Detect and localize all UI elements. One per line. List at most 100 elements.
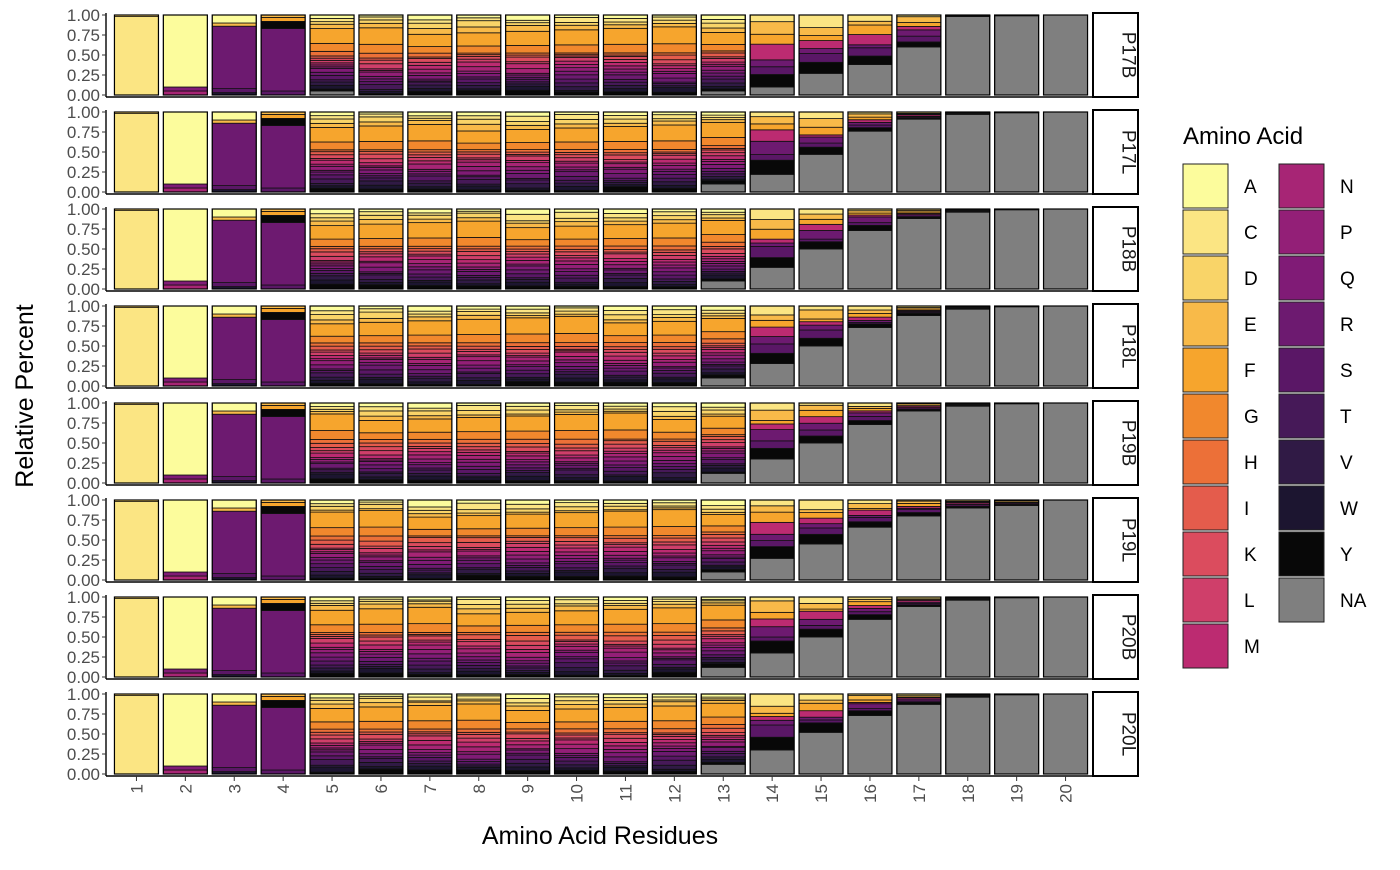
- bar-segment-f: [457, 516, 501, 529]
- legend-key: [1279, 578, 1324, 622]
- bar-segment-q: [506, 559, 550, 563]
- bar-segment-c: [359, 17, 403, 20]
- bar-segment-g: [701, 235, 745, 243]
- bar-segment-y: [506, 381, 550, 386]
- bar-segment-m: [408, 642, 452, 645]
- bar-segment-m: [457, 260, 501, 263]
- bar-segment-n: [555, 552, 599, 555]
- bar-segment-f: [408, 34, 452, 46]
- bar-segment-i: [506, 444, 550, 447]
- bar-segment-l: [555, 58, 599, 62]
- bar-segment-q: [163, 281, 207, 285]
- bar-segment-na: [995, 506, 1039, 580]
- bar-segment-na: [897, 607, 941, 677]
- bar-segment-g: [603, 430, 647, 439]
- bar-segment-e: [603, 320, 647, 323]
- bar-segment-n: [457, 649, 501, 653]
- bar-segment-h: [457, 439, 501, 443]
- bar-segment-m: [506, 453, 550, 456]
- x-tick-label: 7: [421, 784, 440, 793]
- bar-segment-m: [359, 163, 403, 166]
- bar-segment-r: [701, 651, 745, 655]
- bar-p18b-14: [750, 209, 794, 289]
- bar-segment-d: [652, 216, 696, 220]
- bar-segment-e: [799, 28, 843, 36]
- bar-segment-d: [457, 21, 501, 27]
- bar-segment-k: [506, 350, 550, 354]
- bar-segment-h: [457, 729, 501, 732]
- bar-segment-v: [359, 473, 403, 477]
- bar-p17l-13: [701, 112, 745, 192]
- bar-segment-w: [701, 275, 745, 279]
- bar-segment-l: [652, 353, 696, 356]
- bar-segment-f: [261, 114, 305, 118]
- bar-segment-f: [359, 224, 403, 238]
- bar-segment-c: [408, 408, 452, 411]
- bar-p20l-16: [848, 694, 892, 774]
- bar-segment-na: [848, 231, 892, 289]
- bar-segment-t: [603, 275, 647, 278]
- bar-segment-c: [114, 696, 158, 774]
- bar-segment-s: [457, 564, 501, 568]
- bar-segment-k: [555, 252, 599, 256]
- x-tick-label: 13: [714, 784, 733, 803]
- legend-key: [1279, 532, 1324, 576]
- bar-segment-v: [603, 278, 647, 282]
- bar-segment-t: [555, 180, 599, 183]
- bar-segment-y: [261, 21, 305, 28]
- bar-segment-m: [848, 317, 892, 320]
- bar-segment-s: [652, 275, 696, 279]
- bar-segment-e: [212, 314, 256, 317]
- bar-segment-y: [261, 700, 305, 707]
- bar-segment-f: [310, 324, 354, 336]
- bar-segment-h: [310, 343, 354, 346]
- bar-segment-f: [310, 29, 354, 44]
- y-tick-label: 0.50: [67, 531, 100, 550]
- bar-segment-r: [750, 720, 794, 725]
- bar-segment-f: [506, 416, 550, 431]
- bar-segment-n: [457, 162, 501, 166]
- legend-label: G: [1244, 407, 1259, 428]
- bar-segment-a: [163, 112, 207, 184]
- bar-segment-n: [555, 356, 599, 359]
- bar-p19b-13: [701, 403, 745, 483]
- y-tick-label: 0.75: [67, 705, 100, 724]
- legend-label: E: [1244, 315, 1257, 336]
- bar-segment-m: [750, 239, 794, 243]
- bar-segment-m: [506, 649, 550, 652]
- bar-segment-t: [555, 663, 599, 668]
- bar-segment-c: [310, 407, 354, 410]
- x-tick-label: 9: [519, 784, 538, 793]
- bar-segment-m: [310, 643, 354, 647]
- bar-segment-f: [310, 127, 354, 142]
- bar-segment-m: [555, 548, 599, 552]
- bar-segment-c: [750, 306, 794, 315]
- bar-segment-v: [701, 659, 745, 662]
- bar-segment-g: [652, 335, 696, 342]
- bar-segment-a: [163, 597, 207, 669]
- bar-segment-e: [897, 17, 941, 23]
- y-axis-label: Relative Percent: [11, 304, 39, 487]
- bar-segment-a: [163, 694, 207, 766]
- bar-segment-q: [603, 169, 647, 173]
- bar-segment-e: [506, 608, 550, 612]
- bar-segment-d: [506, 410, 550, 414]
- bar-segment-d: [506, 122, 550, 126]
- bar-segment-k: [506, 57, 550, 62]
- bar-segment-k: [457, 734, 501, 738]
- bar-segment-r: [750, 534, 794, 540]
- bar-segment-t: [310, 568, 354, 572]
- bar-segment-c: [848, 306, 892, 310]
- bar-segment-q: [555, 71, 599, 75]
- bar-segment-s: [506, 370, 550, 373]
- bar-segment-l: [652, 644, 696, 648]
- bar-segment-n: [506, 652, 550, 657]
- bar-p20l-4: [261, 694, 305, 774]
- bar-segment-c: [114, 599, 158, 677]
- bar-segment-c: [652, 407, 696, 412]
- bar-segment-c: [359, 114, 403, 117]
- y-tick-label: 0.50: [67, 628, 100, 647]
- bar-segment-s: [555, 564, 599, 568]
